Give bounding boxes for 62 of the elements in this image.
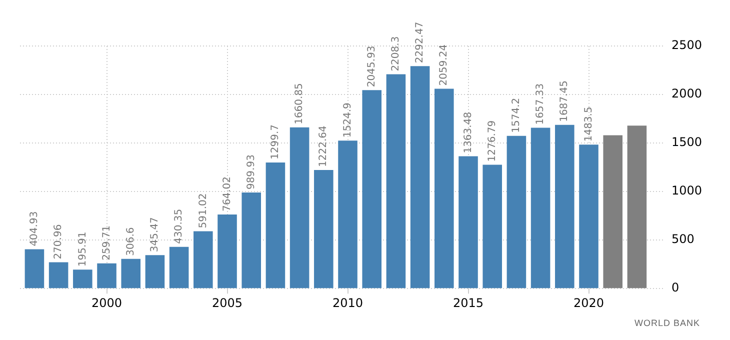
bar xyxy=(266,162,286,288)
bar xyxy=(97,263,116,288)
data-label: 270.96 xyxy=(53,224,64,260)
bar xyxy=(169,246,189,288)
y-tick-label: 0 xyxy=(671,280,680,295)
x-tick-label: 2000 xyxy=(91,296,122,310)
data-label: 1574.2 xyxy=(511,98,522,133)
bar xyxy=(410,66,430,288)
bar xyxy=(506,136,526,288)
data-label: 1299.7 xyxy=(270,124,282,160)
bar xyxy=(579,144,598,288)
data-label: 1687.45 xyxy=(559,80,570,122)
bar xyxy=(482,164,502,288)
bar xyxy=(530,128,550,288)
y-tick-label: 2000 xyxy=(671,86,702,101)
bar xyxy=(603,135,622,288)
bar xyxy=(627,126,647,288)
data-label: 404.93 xyxy=(29,211,40,246)
bar xyxy=(48,262,68,288)
bar xyxy=(338,140,358,288)
x-tick-label: 2010 xyxy=(332,296,364,310)
y-tick-label: 2500 xyxy=(671,38,702,52)
bar xyxy=(121,258,140,288)
data-label: 764.02 xyxy=(222,176,233,212)
data-label: 1660.85 xyxy=(294,83,306,124)
data-label: 1524.9 xyxy=(342,102,354,138)
bar xyxy=(555,124,574,288)
x-tick-label: 2005 xyxy=(212,296,243,310)
text: WORLD BANK xyxy=(634,318,700,328)
bar xyxy=(458,156,478,288)
bar xyxy=(386,74,406,288)
data-label: 2059.24 xyxy=(438,44,450,86)
data-label: 1657.33 xyxy=(535,83,546,125)
bar xyxy=(73,270,92,288)
data-label: 591.02 xyxy=(198,193,209,228)
data-label: 430.35 xyxy=(174,208,185,244)
bar xyxy=(24,249,44,288)
data-label: 2292.47 xyxy=(414,22,426,64)
data-label: 989.93 xyxy=(246,154,257,190)
data-label: 195.91 xyxy=(77,232,88,267)
data-label: 2045.93 xyxy=(366,46,378,88)
x-tick-label: 2015 xyxy=(452,296,484,310)
y-tick-label: 1000 xyxy=(671,184,702,198)
data-label: 1483.5 xyxy=(583,106,594,142)
data-label: 259.71 xyxy=(101,225,112,260)
y-tick-label: 500 xyxy=(671,232,694,246)
bar xyxy=(434,88,454,288)
y-tick-label: 1500 xyxy=(671,135,702,150)
data-label: 345.47 xyxy=(150,217,161,252)
data-label: 1276.79 xyxy=(486,120,498,162)
bar xyxy=(362,90,382,288)
data-label: 1222.64 xyxy=(318,126,330,167)
data-label: 306.6 xyxy=(125,227,136,256)
bar xyxy=(218,214,237,288)
data-label: 1363.48 xyxy=(462,112,474,154)
data-label: 2208.3 xyxy=(390,36,402,72)
bar xyxy=(290,127,310,288)
bar xyxy=(242,192,261,288)
bar xyxy=(145,255,165,288)
bar xyxy=(314,170,334,288)
bar xyxy=(194,231,213,288)
x-tick-label: 2020 xyxy=(573,296,604,310)
